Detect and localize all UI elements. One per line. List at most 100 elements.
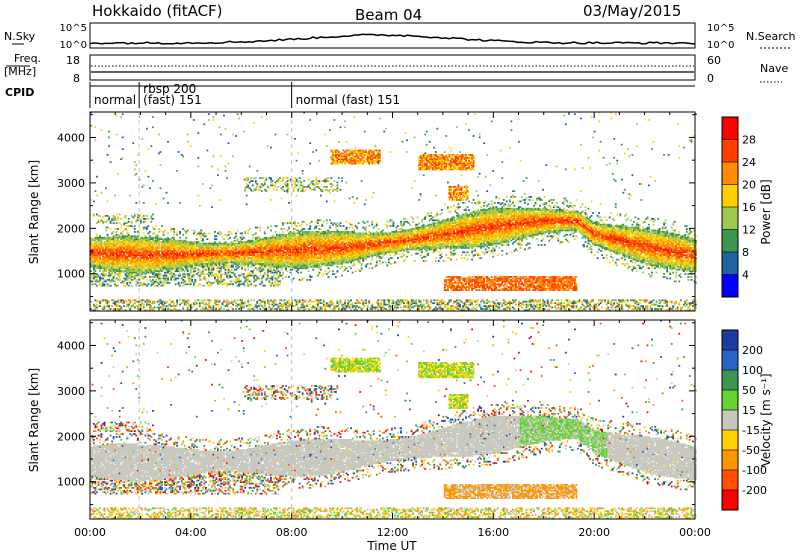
data-cell [131,243,133,245]
data-cell [321,308,323,310]
data-cell [155,273,157,275]
data-cell [279,281,281,283]
data-cell [111,273,113,275]
data-cell [290,231,292,233]
data-cell [284,228,286,230]
data-cell [253,259,255,261]
data-cell [155,254,157,256]
data-cell [178,270,180,272]
data-cell [220,275,222,277]
data-cell [241,299,243,301]
data-cell [258,278,260,280]
data-cell [311,276,313,278]
data-cell [293,231,295,233]
data-cell [202,238,204,240]
data-cell [164,273,166,275]
data-cell [320,269,322,271]
data-cell [261,278,263,280]
data-cell [149,235,151,237]
data-cell [120,224,122,226]
data-cell [163,233,165,235]
data-cell [249,228,251,230]
data-cell [184,275,186,277]
data-cell [285,235,287,237]
data-cell [285,267,287,269]
data-cell [300,272,302,274]
data-cell [134,302,136,304]
data-cell [95,270,97,272]
data-cell [290,244,292,246]
data-cell [167,249,169,251]
data-cell [312,180,314,182]
data-cell [326,302,328,304]
data-cell [167,243,169,245]
data-cell [131,305,133,307]
data-cell [276,189,278,191]
data-cell [131,249,133,251]
data-cell [167,246,169,248]
data-cell [167,308,169,310]
data-cell [107,219,109,221]
data-cell [293,278,295,280]
data-cell [143,218,145,220]
data-cell [110,275,112,277]
data-cell [281,299,283,301]
data-cell [167,256,169,258]
data-cell [166,192,168,194]
data-cell [129,195,131,197]
data-cell [264,269,266,271]
data-cell [134,225,136,227]
data-cell [193,233,195,235]
data-cell [282,305,284,307]
data-cell [173,302,175,304]
data-cell [160,230,162,232]
data-cell [191,279,193,281]
data-cell [155,281,157,283]
data-cell [229,250,231,252]
data-cell [290,304,292,306]
data-cell [269,302,271,304]
data-cell [302,230,304,232]
data-cell [179,256,181,258]
data-cell [213,308,215,310]
data-cell [96,214,98,216]
data-cell [110,221,112,223]
data-cell [290,262,292,264]
data-cell [191,249,193,251]
data-cell [262,275,264,277]
data-cell [194,299,196,301]
data-cell [302,240,304,242]
data-cell [228,307,230,309]
nsky-trace [90,34,695,44]
data-cell [107,251,109,253]
data-cell [278,283,280,285]
data-cell [149,187,151,189]
data-cell [247,278,249,280]
data-cell [309,183,311,185]
data-cell [259,302,261,304]
data-cell [96,285,98,287]
data-cell [250,304,252,306]
data-cell [155,285,157,287]
data-cell [317,275,319,277]
data-cell [290,259,292,261]
data-cell [107,299,109,301]
data-cell [167,267,169,269]
data-cell [253,246,255,248]
data-cell [182,228,184,230]
data-cell [155,251,157,253]
data-cell [117,217,119,219]
data-cell [141,308,143,310]
data-cell [326,235,328,237]
data-cell [123,281,125,283]
data-cell [278,256,280,258]
data-cell [213,155,215,157]
data-cell [196,302,198,304]
data-cell [191,281,193,283]
data-cell [93,201,95,203]
data-cell [219,126,221,128]
data-cell [181,270,183,272]
data-cell [326,251,328,253]
data-cell [258,305,260,307]
data-cell [116,235,118,237]
